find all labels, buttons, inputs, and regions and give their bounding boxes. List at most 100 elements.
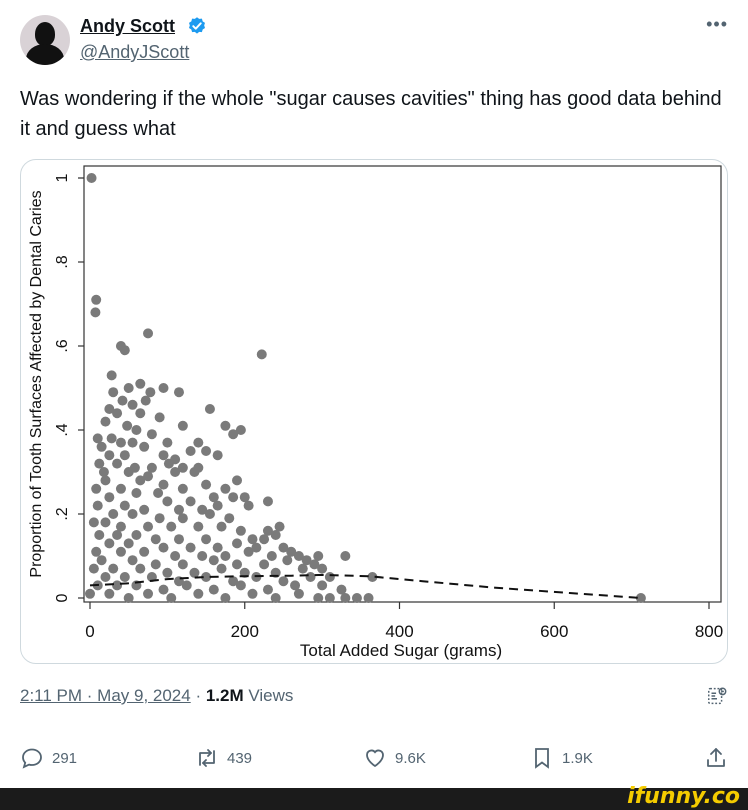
data-point [216,521,227,532]
data-point [270,593,281,603]
data-point [220,551,231,561]
data-point [104,404,115,414]
data-point [204,404,215,414]
views-label: Views [243,686,294,705]
data-point [115,483,126,494]
data-point [140,395,151,406]
data-point [127,437,138,448]
scatter-points [85,173,646,603]
tweet-timestamp[interactable]: 2:11 PM · May 9, 2024 [20,686,191,705]
data-point [228,576,239,587]
data-point [170,467,181,477]
data-point [228,492,239,503]
data-point [158,584,169,595]
data-point [293,551,304,561]
verified-badge-icon [189,17,205,34]
data-point [324,593,335,603]
data-point [135,378,146,389]
data-point [170,551,181,561]
data-point [135,408,146,419]
data-point [131,530,142,540]
bookmark-button[interactable]: 1.9K [530,746,593,770]
data-point [177,420,188,431]
data-point [135,563,146,574]
retweet-button[interactable]: 439 [195,746,252,770]
data-point [131,488,142,498]
display-name[interactable]: Andy Scott [80,16,176,36]
more-horizontal-icon[interactable]: ••• [706,14,728,34]
data-point [216,563,227,574]
data-point [162,496,173,507]
data-point [363,593,374,603]
data-point [139,441,150,452]
data-point [243,500,254,511]
data-point [235,425,246,435]
data-point [297,563,308,574]
data-point [139,546,150,557]
data-point [104,450,115,461]
retweet-icon [199,749,215,767]
retweet-count: 439 [227,749,253,767]
data-point [88,563,99,574]
data-point [158,542,169,553]
data-point [94,530,105,540]
data-point [119,345,130,356]
data-point [115,546,126,557]
data-point [208,555,219,566]
data-point [143,471,154,482]
reply-button[interactable]: 291 [20,746,77,770]
data-point [139,504,150,515]
data-point [100,416,111,427]
data-point [228,429,239,440]
data-point [340,593,351,603]
share-icon[interactable] [704,746,728,770]
data-point [224,513,235,524]
data-point [166,521,177,532]
data-point [112,408,123,419]
fit-line [89,573,641,599]
data-point [177,483,188,494]
data-point [177,559,188,570]
data-point [162,567,173,578]
data-point [305,572,316,582]
data-point [201,572,212,582]
like-button[interactable]: 9.6K [363,746,426,770]
user-handle[interactable]: @AndyJScott [80,42,190,62]
data-point [122,420,133,431]
data-point [262,584,273,595]
data-point [91,483,102,494]
y-tick-label: .2 [54,507,71,520]
data-point [181,580,192,591]
data-point [146,429,157,440]
plot-area [83,165,722,603]
data-point [96,441,107,452]
data-point [317,580,328,591]
data-point [112,580,123,591]
data-point [204,509,215,519]
data-point [243,546,254,557]
data-point [189,467,200,477]
data-point [162,437,173,448]
data-point [251,542,262,553]
data-point [127,555,138,566]
x-axis: 0 200 400 600 800 [85,602,723,641]
data-point [88,517,99,528]
x-tick-label: 800 [695,622,723,641]
data-point [143,588,154,599]
data-point [212,542,223,553]
views-count: 1.2M [205,686,244,705]
data-point [232,475,243,486]
data-point [143,328,154,339]
data-point [317,563,328,574]
analytics-icon[interactable] [706,685,728,707]
data-point [193,437,204,448]
data-point [274,521,285,532]
tweet-media-chart[interactable]: 0 .2 .4 .6 .8 1 0 200 400 600 800 Total Added Sug… [20,159,728,664]
data-point [146,462,157,473]
tweet-actions: 291 439 9.6K 1.9K [20,746,728,776]
data-point [91,294,102,305]
data-point [123,383,134,393]
like-count: 9.6K [395,749,426,767]
avatar[interactable] [20,15,70,65]
y-axis-label: Proportion of Tooth Surfaces Affected by… [28,190,45,577]
